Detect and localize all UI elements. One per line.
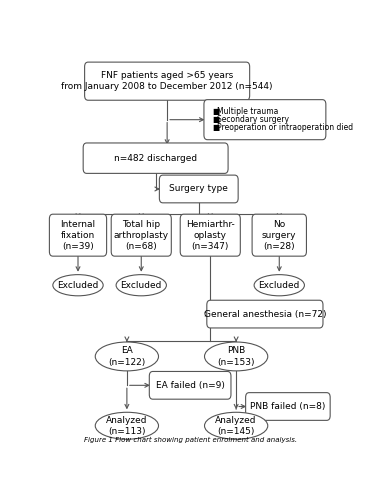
Text: Surgery type: Surgery type xyxy=(169,184,228,194)
Text: General anesthesia (n=72): General anesthesia (n=72) xyxy=(204,310,326,318)
Ellipse shape xyxy=(95,342,158,371)
Text: ■: ■ xyxy=(213,123,220,132)
FancyBboxPatch shape xyxy=(180,214,240,256)
Text: EA
(n=122): EA (n=122) xyxy=(108,346,145,366)
Text: Analyzed
(n=113): Analyzed (n=113) xyxy=(106,416,148,436)
FancyBboxPatch shape xyxy=(252,214,306,256)
Text: FNF patients aged >65 years
from January 2008 to December 2012 (n=544): FNF patients aged >65 years from January… xyxy=(61,71,273,91)
Text: Multiple trauma: Multiple trauma xyxy=(217,108,279,116)
FancyBboxPatch shape xyxy=(160,175,238,203)
Text: Figure 1 Flow chart showing patient enrolment and analysis.: Figure 1 Flow chart showing patient enro… xyxy=(83,437,297,443)
Text: Internal
fixation
(n=39): Internal fixation (n=39) xyxy=(60,220,96,251)
Text: PNB
(n=153): PNB (n=153) xyxy=(217,346,255,366)
Text: Preoperation or intraoperation died: Preoperation or intraoperation died xyxy=(217,123,354,132)
Text: ■: ■ xyxy=(213,115,220,124)
Text: Secondary surgery: Secondary surgery xyxy=(217,115,289,124)
Text: n=482 discharged: n=482 discharged xyxy=(114,154,197,162)
Ellipse shape xyxy=(204,342,268,371)
Text: Excluded: Excluded xyxy=(259,280,300,289)
Text: Hemiarthr-
oplasty
(n=347): Hemiarthr- oplasty (n=347) xyxy=(186,220,234,251)
Ellipse shape xyxy=(95,412,158,439)
Text: Total hip
arthroplasty
(n=68): Total hip arthroplasty (n=68) xyxy=(114,220,169,251)
Text: Excluded: Excluded xyxy=(121,280,162,289)
FancyBboxPatch shape xyxy=(85,62,250,100)
FancyBboxPatch shape xyxy=(246,392,330,420)
FancyBboxPatch shape xyxy=(204,100,326,140)
Ellipse shape xyxy=(116,274,167,296)
Ellipse shape xyxy=(204,412,268,439)
Ellipse shape xyxy=(254,274,305,296)
Ellipse shape xyxy=(53,274,103,296)
FancyBboxPatch shape xyxy=(207,300,323,328)
Text: EA failed (n=9): EA failed (n=9) xyxy=(156,381,224,390)
Text: No
surgery
(n=28): No surgery (n=28) xyxy=(262,220,296,251)
FancyBboxPatch shape xyxy=(49,214,106,256)
FancyBboxPatch shape xyxy=(149,372,231,399)
Text: PNB failed (n=8): PNB failed (n=8) xyxy=(250,402,326,411)
FancyBboxPatch shape xyxy=(83,143,228,174)
Text: ■: ■ xyxy=(213,108,220,116)
FancyBboxPatch shape xyxy=(111,214,171,256)
Text: Excluded: Excluded xyxy=(57,280,99,289)
Text: Analyzed
(n=145): Analyzed (n=145) xyxy=(216,416,257,436)
